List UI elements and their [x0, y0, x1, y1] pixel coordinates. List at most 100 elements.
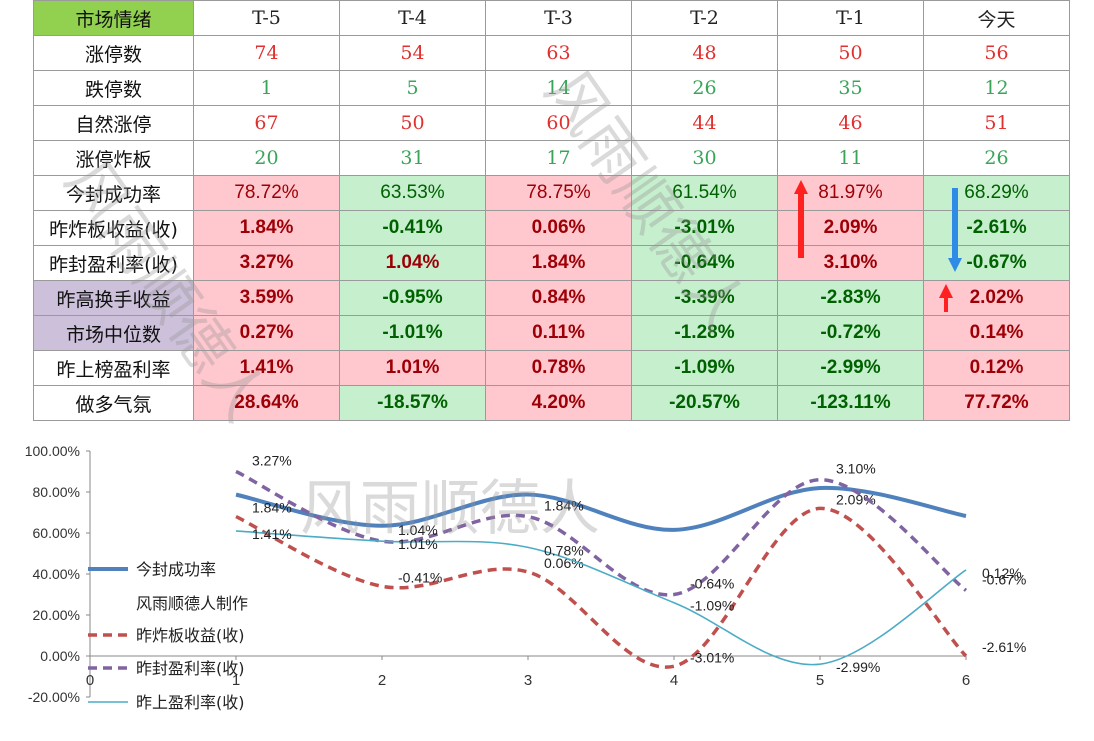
table-cell: 44: [631, 105, 778, 141]
series-line: [235, 530, 967, 666]
table-cell: 1.04%: [339, 245, 486, 281]
table-cell: 63: [485, 35, 632, 71]
table-cell: -2.61%: [923, 210, 1070, 246]
table-cell: 12: [923, 70, 1070, 106]
row-label: 昨炸板收益(收): [33, 210, 194, 246]
row-label: 跌停数: [33, 70, 194, 106]
legend-label: 今封成功率: [136, 560, 216, 579]
legend-note: 风雨顺德人制作: [136, 594, 248, 613]
y-tick-label: 0.00%: [40, 648, 80, 664]
legend-label: 昨炸板收益(收): [136, 626, 245, 645]
row-label: 昨封盈利率(收): [33, 245, 194, 281]
data-label: 0.12%: [982, 565, 1022, 581]
table-cell: 81.97%: [777, 175, 924, 211]
header-day: T-3: [485, 0, 632, 36]
table-cell: 78.75%: [485, 175, 632, 211]
table-cell: 31: [339, 140, 486, 176]
table-cell: 54: [339, 35, 486, 71]
header-day: 今天: [923, 0, 1070, 36]
series-line: [235, 469, 968, 597]
table-cell: 61.54%: [631, 175, 778, 211]
market-sentiment-table: 市场情绪 T-5 T-4 T-3 T-2 T-1 今天 涨停数 74 54 63 48 50 56 跌停数 1…: [33, 0, 1070, 421]
data-label: 0.78%: [544, 542, 584, 558]
table-cell: 26: [631, 70, 778, 106]
table-cell: -0.64%: [631, 245, 778, 281]
x-tick-label: 4: [670, 672, 678, 689]
data-label: 0.06%: [544, 555, 584, 571]
x-tick-label: 6: [962, 672, 970, 689]
sentiment-line-chart: -20.00%0.00%20.00%40.00%60.00%80.00%100.…: [25, 443, 1027, 712]
table-cell: 26: [923, 140, 1070, 176]
table-cell: 0.84%: [485, 280, 632, 316]
table-cell: 78.72%: [193, 175, 340, 211]
data-label: -2.61%: [982, 639, 1026, 655]
table-row: 昨高换手收益 3.59% -0.95% 0.84% -3.39% -2.83% 2.02%: [33, 280, 1070, 316]
table-cell: 0.11%: [485, 315, 632, 351]
data-label: 1.84%: [544, 498, 584, 514]
table-cell: 1.84%: [193, 210, 340, 246]
table-cell: 3.10%: [777, 245, 924, 281]
data-label: 1.41%: [252, 526, 292, 542]
data-label: 1.01%: [398, 536, 438, 552]
y-tick-label: 80.00%: [33, 484, 80, 500]
table-cell: 35: [777, 70, 924, 106]
data-label: -0.41%: [398, 569, 442, 585]
table-cell: 50: [777, 35, 924, 71]
table-cell: -1.01%: [339, 315, 486, 351]
row-label: 自然涨停: [33, 105, 194, 141]
header-day: T-1: [777, 0, 924, 36]
header-label: 市场情绪: [33, 0, 194, 36]
row-label: 昨上榜盈利率: [33, 350, 194, 386]
data-label: -1.09%: [690, 598, 734, 614]
data-label: 2.09%: [836, 491, 876, 507]
y-tick-label: 40.00%: [33, 566, 80, 582]
table-cell: 60: [485, 105, 632, 141]
row-label: 涨停炸板: [33, 140, 194, 176]
data-label: -2.99%: [836, 659, 880, 675]
x-tick-label: 1: [232, 672, 240, 689]
table-cell: 48: [631, 35, 778, 71]
legend-label: 昨上盈利率(收): [136, 693, 245, 712]
table-cell: 17: [485, 140, 632, 176]
table-cell: -1.09%: [631, 350, 778, 386]
table-row: 今封成功率 78.72% 63.53% 78.75% 61.54% 81.97% 68.29…: [33, 175, 1070, 211]
data-label: -3.01%: [690, 649, 734, 665]
table-cell: -20.57%: [631, 385, 778, 421]
table-row: 昨上榜盈利率 1.41% 1.01% 0.78% -1.09% -2.99% 0.12%: [33, 350, 1070, 386]
table-cell: -3.01%: [631, 210, 778, 246]
table-cell: -0.72%: [777, 315, 924, 351]
table-cell: -2.99%: [777, 350, 924, 386]
table-cell: 0.27%: [193, 315, 340, 351]
header-day: T-4: [339, 0, 486, 36]
row-label: 昨高换手收益: [33, 280, 194, 316]
data-label: 1.84%: [252, 500, 292, 516]
table-cell: 46: [777, 105, 924, 141]
row-label: 做多气氛: [33, 385, 194, 421]
table-row: 昨封盈利率(收) 3.27% 1.04% 1.84% -0.64% 3.10% -0.67%: [33, 245, 1070, 281]
table-cell: 0.06%: [485, 210, 632, 246]
data-label: 3.27%: [252, 453, 292, 469]
data-label: -0.67%: [982, 571, 1026, 587]
x-tick-label: 0: [86, 672, 94, 689]
table-row: 跌停数 1 5 14 26 35 12: [33, 70, 1070, 106]
header-day: T-2: [631, 0, 778, 36]
table-cell: 77.72%: [923, 385, 1070, 421]
table-cell: 1: [193, 70, 340, 106]
table-cell: 2.02%: [923, 280, 1070, 316]
table-header-row: 市场情绪 T-5 T-4 T-3 T-2 T-1 今天: [33, 0, 1070, 36]
table-cell: -2.83%: [777, 280, 924, 316]
table-cell: 1.84%: [485, 245, 632, 281]
table-row: 做多气氛 28.64% -18.57% 4.20% -20.57% -123.11% 77.…: [33, 385, 1070, 421]
y-tick-label: 20.00%: [33, 607, 80, 623]
table-row: 市场中位数 0.27% -1.01% 0.11% -1.28% -0.72% 0.14%: [33, 315, 1070, 351]
table-cell: -0.95%: [339, 280, 486, 316]
y-tick-label: 100.00%: [25, 443, 80, 459]
table-cell: 56: [923, 35, 1070, 71]
table-cell: 28.64%: [193, 385, 340, 421]
table-cell: 5: [339, 70, 486, 106]
series-line: [235, 506, 968, 669]
table-cell: 68.29%: [923, 175, 1070, 211]
series-line: [235, 485, 967, 532]
table-cell: -18.57%: [339, 385, 486, 421]
table-row: 涨停炸板 20 31 17 30 11 26: [33, 140, 1070, 176]
